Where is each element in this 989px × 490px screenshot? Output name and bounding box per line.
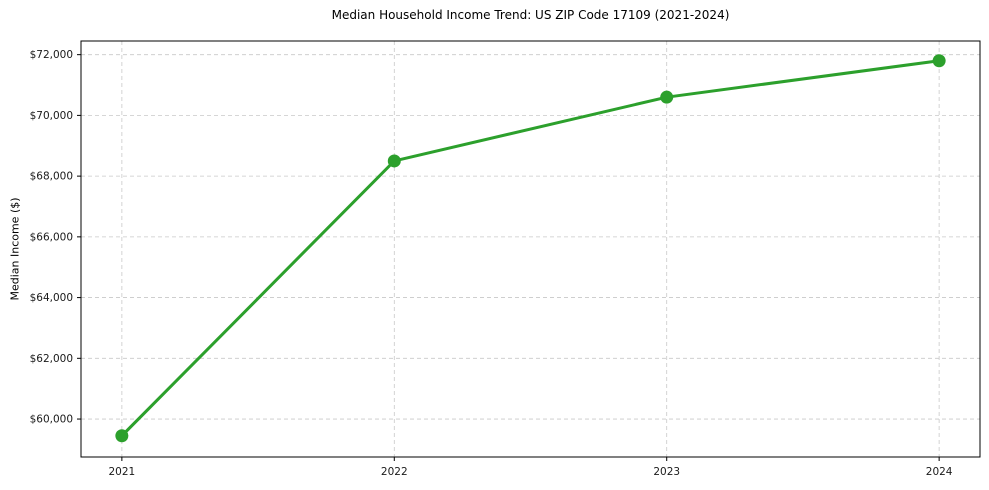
plot-border [80, 40, 981, 458]
data-point-marker [387, 154, 401, 168]
plot-background [81, 41, 980, 457]
y-tick-label: $68,000 [30, 171, 73, 183]
y-tick-label: $64,000 [30, 292, 73, 304]
y-tick-label: $70,000 [30, 110, 73, 122]
data-point-marker [932, 54, 946, 68]
x-tick-label: 2024 [926, 466, 953, 478]
x-tick-label: 2021 [108, 466, 135, 478]
data-point-marker [660, 90, 674, 104]
data-point-marker [115, 429, 129, 443]
chart-title: Median Household Income Trend: US ZIP Co… [331, 8, 730, 22]
y-tick-label: $60,000 [30, 414, 73, 426]
y-tick-label: $62,000 [30, 353, 73, 365]
y-tick-label: $72,000 [30, 49, 73, 61]
y-axis-label: Median Income ($) [8, 197, 22, 301]
data-line [120, 59, 941, 438]
x-tick-label: 2023 [653, 466, 680, 478]
x-tick-label: 2022 [381, 466, 408, 478]
y-tick-label: $66,000 [30, 231, 73, 243]
